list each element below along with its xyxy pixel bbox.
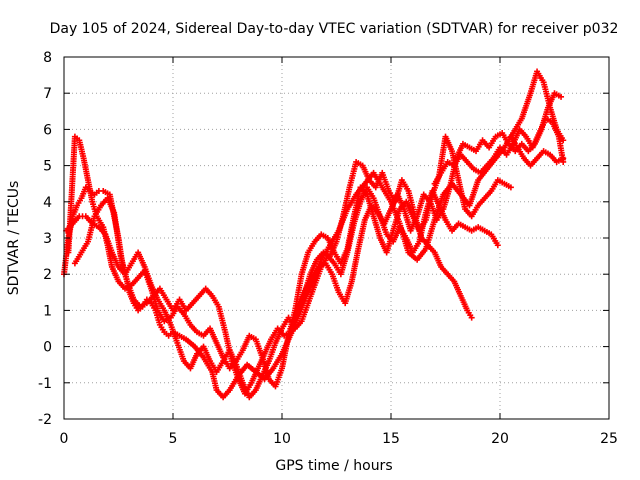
y-tick-label: -2 [38,412,52,428]
y-tick-label: 5 [43,159,52,175]
data-point-marker [468,314,475,321]
axis-ticks: 0 5 10 15 20 25 -2 -1 0 1 2 3 4 5 6 7 8 [38,50,618,447]
data-points [61,68,567,401]
x-tick-label: 0 [60,431,69,447]
y-tick-label: 8 [43,50,52,66]
y-tick-label: 3 [43,231,52,247]
data-point-marker [507,184,514,191]
data-point-marker [558,93,565,100]
y-tick-label: 4 [43,195,52,211]
y-tick-label: 1 [43,303,52,319]
y-tick-label: -1 [38,376,52,392]
series-track-g [507,133,567,169]
y-tick-label: 6 [43,122,52,138]
y-tick-label: 0 [43,340,52,356]
x-tick-label: 10 [273,431,291,447]
x-tick-label: 20 [491,431,509,447]
data-point-marker [560,137,567,144]
data-point-marker [494,242,501,249]
x-tick-label: 5 [169,431,178,447]
y-tick-label: 2 [43,267,52,283]
data-point-marker [560,155,567,162]
y-tick-label: 7 [43,86,52,102]
x-axis-title: GPS time / hours [275,458,392,474]
series-track-e [289,90,565,328]
chart-title: Day 105 of 2024, Sidereal Day-to-day VTE… [50,21,619,37]
x-tick-label: 25 [600,431,618,447]
y-axis-title: SDTVAR / TECUs [6,181,22,296]
x-tick-label: 15 [382,431,400,447]
series-track-d [71,158,475,397]
